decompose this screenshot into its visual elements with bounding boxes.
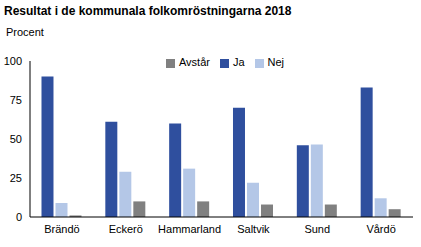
html-text:Resultat i de kommunala folkom: Resultat i de kommunala folkomröstningar… — [4, 4, 292, 18]
html-text:Ja: Ja — [232, 56, 245, 68]
html-text:Avstår: Avstår — [178, 56, 210, 68]
svg-text:Hammarland: Hammarland — [158, 223, 221, 235]
svg-text:0: 0 — [16, 211, 22, 223]
svg-text:Saltvik: Saltvik — [237, 223, 270, 235]
svg-text:75: 75 — [10, 94, 22, 106]
html-text:Procent: Procent — [6, 26, 44, 38]
svg-text:Brändö: Brändö — [44, 223, 79, 235]
svg-text:100: 100 — [8, 55, 22, 67]
svg-text:Vårdö: Vårdö — [366, 223, 395, 235]
svg-text:25: 25 — [10, 172, 22, 184]
html-text:Nej: Nej — [267, 56, 285, 68]
svg-text:Eckerö: Eckerö — [109, 223, 143, 235]
svg-text:50: 50 — [10, 133, 22, 145]
svg-text:Sund: Sund — [304, 223, 330, 235]
